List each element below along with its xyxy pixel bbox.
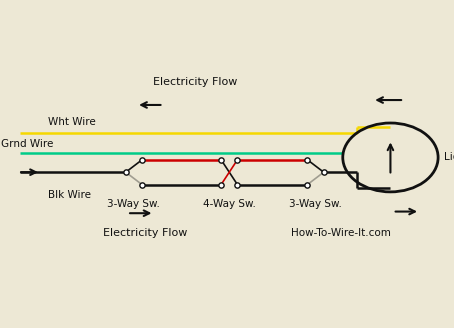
Text: 3-Way Sw.: 3-Way Sw. [108,199,160,209]
Text: Blk Wire: Blk Wire [48,190,91,200]
Text: How-To-Wire-It.com: How-To-Wire-It.com [291,228,390,238]
Text: Electricity Flow: Electricity Flow [153,77,237,87]
Text: Wht Wire: Wht Wire [48,117,95,127]
Text: 4-Way Sw.: 4-Way Sw. [203,199,256,209]
Text: Light: Light [444,153,454,162]
Text: 3-Way Sw.: 3-Way Sw. [289,199,342,209]
Text: Electricity Flow: Electricity Flow [103,228,188,238]
Text: Grnd Wire: Grnd Wire [1,139,54,149]
